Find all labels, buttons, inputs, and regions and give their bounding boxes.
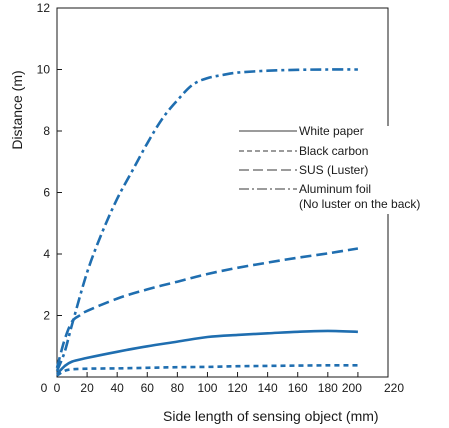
legend: White paper Black carbon SUS (Luster) Al… xyxy=(236,124,436,214)
legend-label-white-paper: White paper xyxy=(299,124,364,138)
series-layer xyxy=(55,68,359,377)
x-tick-label: 140 xyxy=(258,381,278,395)
series-line-0 xyxy=(56,329,358,375)
x-tick-label: 80 xyxy=(171,381,185,395)
series-line-2 xyxy=(55,247,359,369)
y-tick-label: 4 xyxy=(43,247,50,261)
y-axis-title: Distance (m) xyxy=(9,70,25,149)
series-line-1 xyxy=(56,363,358,377)
x-tick-label: 180 xyxy=(318,381,338,395)
x-tick-label: 100 xyxy=(197,381,217,395)
y-tick-label: 10 xyxy=(37,63,51,77)
legend-label-aluminum-foil: Aluminum foil xyxy=(299,182,371,196)
x-tick-label: 160 xyxy=(288,381,308,395)
y-tick-label: 2 xyxy=(43,309,50,323)
y-tick-label: 12 xyxy=(37,1,51,15)
legend-label-black-carbon: Black carbon xyxy=(299,144,368,158)
x-tick-label: 200 xyxy=(342,381,362,395)
x-tick-label: 120 xyxy=(228,381,248,395)
x-tick-label: 40 xyxy=(111,381,125,395)
series-line-3 xyxy=(55,68,358,372)
y-ticks: 2 4 6 8 10 12 xyxy=(37,1,62,323)
y-tick-label: 8 xyxy=(43,124,50,138)
origin-label: 0 xyxy=(41,381,48,395)
x-tick-label: 60 xyxy=(141,381,155,395)
x-tick-label: 0 xyxy=(54,381,61,395)
y-tick-label: 6 xyxy=(43,186,50,200)
legend-label-sus: SUS (Luster) xyxy=(299,163,368,177)
legend-label-aluminum-foil-note: (No luster on the back) xyxy=(299,197,420,211)
x-axis-title: Side length of sensing object (mm) xyxy=(163,408,379,424)
x-ticks: 0 20 40 60 80 100 120 140 160 180 200 220 0 xyxy=(41,372,404,395)
x-tick-label: 220 xyxy=(384,381,404,395)
x-tick-label: 20 xyxy=(80,381,94,395)
